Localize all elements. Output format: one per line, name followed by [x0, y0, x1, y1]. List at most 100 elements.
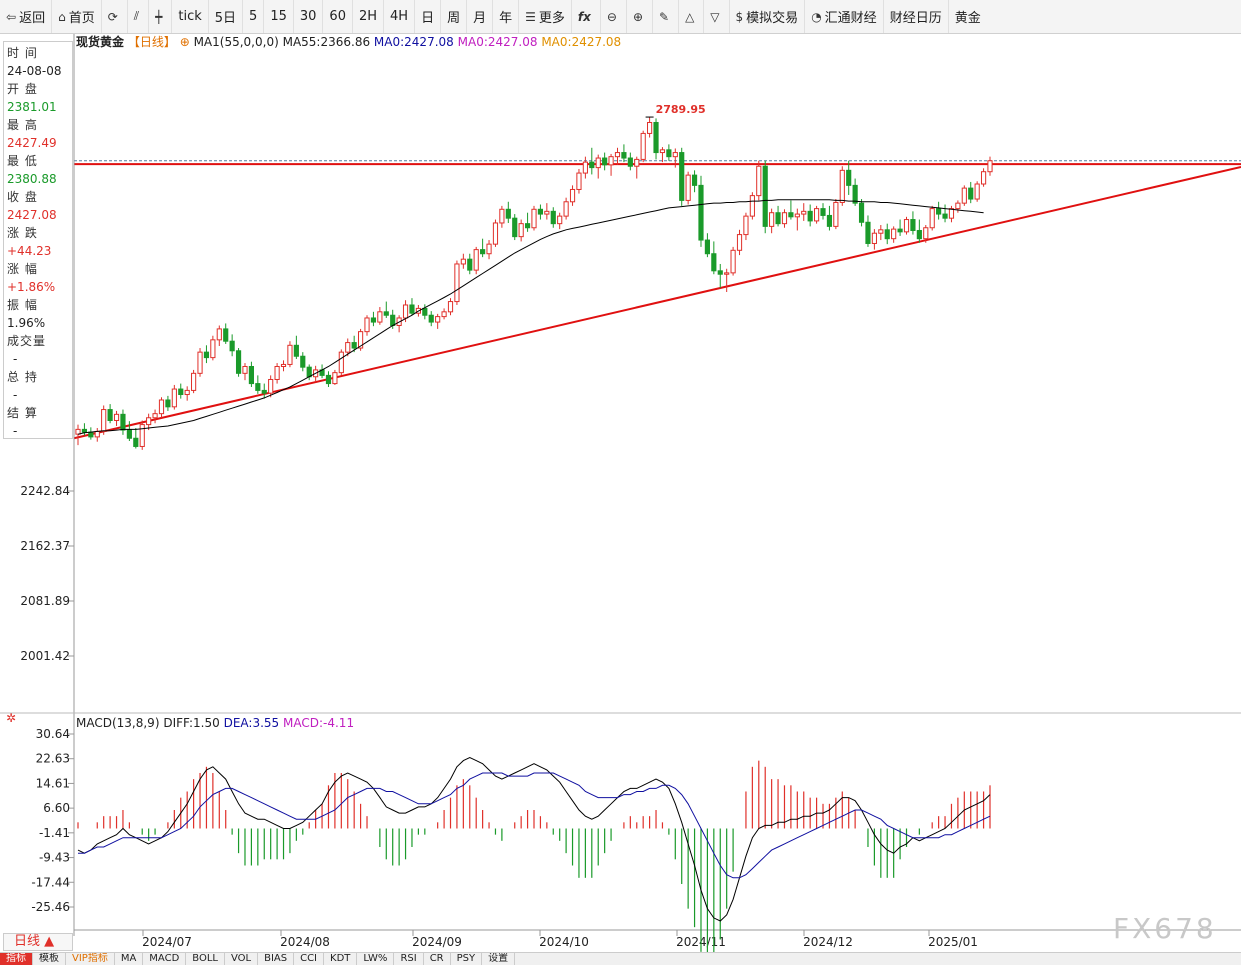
candle-body: [139, 424, 145, 447]
candle-body: [537, 208, 544, 215]
x-tick-label: 2024/07: [142, 935, 192, 949]
candle-body: [987, 160, 993, 173]
home-icon: ⌂: [58, 9, 66, 24]
candle-body: [280, 363, 287, 367]
triangle-up-button[interactable]: △: [679, 0, 705, 33]
candle-body: [435, 316, 441, 323]
indicator-tab[interactable]: KDT: [324, 953, 358, 965]
candle-body: [704, 239, 710, 255]
candle-body: [614, 152, 621, 158]
candle-body: [338, 351, 344, 374]
gold-button[interactable]: 黄金: [954, 11, 981, 26]
period-day[interactable]: 日: [415, 0, 442, 33]
y-tick-label: 2081.89: [20, 594, 70, 608]
draw-button[interactable]: ✎: [653, 0, 680, 33]
candle-body: [736, 234, 743, 251]
period-tick[interactable]: tick: [172, 0, 209, 33]
period-30[interactable]: 30: [294, 0, 324, 33]
candle-body: [653, 121, 659, 154]
y-tick-label: 2242.84: [20, 484, 70, 498]
zoom-in-button[interactable]: ⊕: [627, 0, 653, 33]
indicator-tab[interactable]: VOL: [225, 953, 259, 965]
zoom-in-icon: ⊕: [632, 9, 643, 24]
indicator-tab[interactable]: BIAS: [258, 953, 295, 965]
period-selector[interactable]: 日线 ▲: [3, 933, 73, 951]
indicator-tab[interactable]: PSY: [451, 953, 483, 965]
indicator-tab[interactable]: 模板: [33, 953, 66, 965]
candle-body: [942, 213, 948, 219]
candle-body: [929, 208, 935, 229]
period-2h[interactable]: 2H: [353, 0, 385, 33]
period-60[interactable]: 60: [323, 0, 353, 33]
period-15[interactable]: 15: [264, 0, 294, 33]
fx678-news-button[interactable]: ◔ 汇通财经: [805, 0, 884, 33]
candle-body: [576, 172, 582, 190]
candle-body: [833, 201, 839, 227]
candle-body: [621, 152, 627, 159]
candle-body: [441, 311, 447, 318]
indicator-tab[interactable]: BOLL: [186, 953, 225, 965]
candle-body: [781, 212, 788, 225]
indicator-tab[interactable]: 指标: [0, 953, 33, 965]
indicator-tab[interactable]: LW%: [357, 953, 395, 965]
indicator-tab[interactable]: CCI: [294, 953, 325, 965]
macd-tick-label: -1.41: [39, 826, 70, 840]
more-button[interactable]: ☰ 更多: [519, 0, 572, 33]
open-label: 开 盘: [7, 82, 38, 96]
candle-body: [884, 229, 890, 240]
settle-label: 结 算: [7, 406, 38, 420]
candle-body: [968, 187, 974, 200]
period-5[interactable]: 5: [243, 0, 265, 33]
zoom-out-icon: ⊖: [606, 9, 617, 24]
candle-body: [113, 413, 120, 421]
indicator-tab[interactable]: VIP指标: [66, 953, 115, 965]
candles: 2789.95: [75, 103, 993, 450]
candle-body: [274, 365, 280, 380]
formula-button[interactable]: fx: [572, 0, 601, 33]
period-month[interactable]: 月: [467, 0, 494, 33]
zoom-out-button[interactable]: ⊖: [601, 0, 627, 33]
pen-icon: ✎: [659, 9, 670, 24]
sim-trade-button[interactable]: $ 模拟交易: [730, 0, 806, 33]
candle-body: [852, 184, 858, 204]
candle-body: [569, 188, 576, 203]
candle-body: [858, 202, 865, 223]
fx-icon: fx: [577, 9, 591, 24]
indicator-tab[interactable]: RSI: [394, 953, 424, 965]
candle-body: [293, 344, 299, 357]
candle-body: [685, 174, 691, 201]
calendar-button[interactable]: 财经日历: [884, 0, 949, 33]
line-chart-button[interactable]: ⫽: [128, 0, 150, 33]
candle-body: [788, 212, 794, 218]
period-year[interactable]: 年: [493, 0, 520, 33]
low-value: 2380.88: [7, 172, 57, 186]
candle-body: [486, 243, 492, 255]
indicator-tab[interactable]: 设置: [482, 953, 516, 965]
candle-body: [589, 161, 595, 169]
candle-body: [229, 340, 235, 352]
candle-chart-button[interactable]: ┿: [149, 0, 173, 33]
candle-body: [582, 161, 588, 174]
indicator-tab[interactable]: MA: [115, 953, 144, 965]
triangle-down-button[interactable]: ▽: [704, 0, 730, 33]
candle-body: [518, 223, 524, 238]
watermark: FX678: [1113, 912, 1217, 945]
back-button[interactable]: ⇦ 返回: [0, 0, 53, 33]
refresh-button[interactable]: ⟳: [102, 0, 128, 33]
candle-body: [910, 219, 916, 231]
home-button[interactable]: ⌂ 首页: [52, 0, 102, 33]
settings-icon[interactable]: ⊕: [179, 35, 190, 49]
candle-body: [826, 214, 833, 227]
period-5day[interactable]: 5日: [209, 0, 244, 33]
legend-ma1: MA1(55,0,0,0): [193, 35, 279, 49]
indicator-tab[interactable]: CR: [424, 953, 451, 965]
candle-body: [634, 158, 640, 167]
price-chart[interactable]: 2789.95 2242.84 2162.37 2081.89 2001.42 2024…: [0, 34, 1241, 964]
menu-icon: ☰: [525, 9, 536, 24]
candle-body: [878, 229, 884, 234]
candle-body: [948, 208, 955, 219]
period-week[interactable]: 周: [441, 0, 468, 33]
close-value: 2427.08: [7, 208, 57, 222]
period-4h[interactable]: 4H: [384, 0, 416, 33]
indicator-tab[interactable]: MACD: [143, 953, 187, 965]
